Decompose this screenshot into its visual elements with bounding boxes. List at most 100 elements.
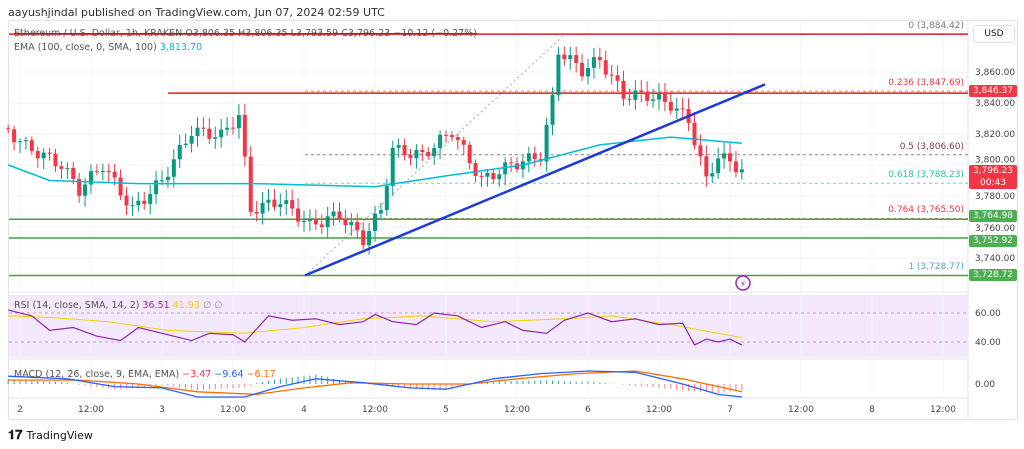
fib-label: 1 (3,728.77): [908, 262, 964, 273]
fib-trend-line: [304, 33, 566, 276]
time-tick: 6: [585, 405, 591, 415]
candle-body: [556, 54, 561, 95]
time-tick: 12:00: [930, 405, 956, 415]
candle-body: [704, 156, 709, 177]
ema-legend: EMA (100, close, 0, SMA, 100) 3,813.70: [14, 42, 202, 53]
time-tick: 5: [443, 405, 449, 415]
fib-label: 0.236 (3,847.69): [888, 78, 964, 89]
candle-body: [479, 175, 484, 177]
candle-body: [284, 200, 289, 205]
chart-frame[interactable]: [8, 20, 1018, 420]
candle-body: [142, 200, 147, 204]
candle-body: [112, 171, 117, 178]
candle-body: [692, 122, 697, 146]
price-tag-label: 3,764.98: [972, 211, 1014, 222]
close: C3,796.23: [341, 28, 391, 39]
rsi-tick: 40.00: [975, 338, 1001, 348]
candle-body: [609, 74, 614, 76]
candle-body: [219, 129, 224, 138]
candle-body: [733, 161, 738, 173]
candle-body: [290, 200, 295, 209]
candle-body: [615, 75, 620, 81]
candle-body: [603, 60, 608, 75]
candle-body: [41, 152, 46, 159]
time-tick: 2: [17, 405, 23, 415]
candle-body: [674, 108, 679, 111]
brand-name: TradingView: [26, 429, 93, 442]
candle-body: [645, 91, 650, 101]
candle-body: [627, 98, 632, 100]
candle-body: [390, 147, 395, 186]
high: H3,806.35: [238, 28, 288, 39]
candle-body: [639, 90, 644, 92]
candle-body: [722, 153, 727, 159]
candle-body: [668, 101, 673, 111]
candle-body: [148, 194, 153, 204]
candle-body: [426, 152, 431, 157]
candle-body: [373, 213, 377, 232]
macd-label: MACD (12, 26, close, 9, EMA, EMA): [14, 369, 180, 380]
price-tick: 3,780.00: [975, 192, 1015, 202]
candle-body: [378, 210, 383, 214]
candle-body: [497, 174, 502, 180]
candle-body: [136, 200, 141, 206]
currency-button[interactable]: USD: [973, 25, 1015, 43]
price-tag-label: 3,728.72: [972, 270, 1014, 281]
time-tick: 12:00: [78, 405, 104, 415]
candle-body: [384, 185, 389, 211]
lightning-icon: [735, 275, 751, 291]
price-tick: 3,820.00: [975, 130, 1015, 140]
macd-line: [8, 370, 742, 398]
fib-label: 0.618 (3,788.23): [888, 170, 964, 181]
time-tick: 12:00: [504, 405, 530, 415]
rsi-sma-line: [8, 315, 742, 339]
candle-body: [302, 220, 306, 222]
candle-body: [183, 143, 188, 145]
candle-body: [124, 195, 129, 206]
macd-value: −9.64: [214, 369, 244, 380]
price-tag: 3,846.37: [969, 85, 1017, 98]
time-tick: 4: [301, 405, 307, 415]
candle-body: [18, 141, 22, 143]
candle-body: [503, 162, 508, 175]
lightning-glyph: ⚡: [740, 280, 746, 290]
candle-body: [160, 180, 164, 182]
candle-body: [213, 137, 218, 139]
rsi-line: [8, 309, 743, 346]
rsi-label: RSI (14, close, SMA, 14, 2): [14, 300, 140, 311]
candle-body: [461, 139, 466, 145]
time-tick: 8: [869, 405, 875, 415]
candle-body: [568, 55, 573, 60]
candle-body: [313, 219, 318, 225]
candle-body: [449, 135, 454, 138]
time-tick: 12:00: [646, 405, 672, 415]
candle-body: [296, 208, 301, 222]
price-tick: 3,740.00: [975, 254, 1015, 264]
price-tick: 3,800.00: [975, 155, 1015, 165]
price-tag: 3,728.72: [969, 269, 1017, 282]
candle-body: [331, 211, 336, 217]
price-tick: 3,860.00: [975, 68, 1015, 78]
candle-body: [47, 152, 52, 154]
candle-body: [716, 158, 721, 174]
tradingview-logo[interactable]: 𝟏𝟕 TradingView: [8, 428, 93, 443]
open: O3,806.35: [185, 28, 236, 39]
candle-body: [544, 124, 549, 162]
candle-body: [118, 177, 123, 196]
candle-body: [662, 93, 667, 102]
price-tag-label: 3,796.23: [972, 165, 1014, 176]
candle-body: [680, 108, 685, 110]
candle-body: [710, 173, 715, 177]
rsi-empty-icons: ∅ ∅: [202, 300, 223, 311]
candle-body: [467, 144, 472, 164]
candle-body: [189, 135, 194, 144]
candle-body: [550, 94, 555, 125]
macd-legend: MACD (12, 26, close, 9, EMA, EMA) −3.47 …: [14, 369, 276, 380]
candle-body: [491, 173, 496, 180]
candle-body: [444, 134, 448, 136]
time-tick: 3: [159, 405, 165, 415]
candle-body: [621, 80, 626, 99]
candle-body: [154, 180, 159, 195]
macd-hist-value: −3.47: [182, 369, 212, 380]
